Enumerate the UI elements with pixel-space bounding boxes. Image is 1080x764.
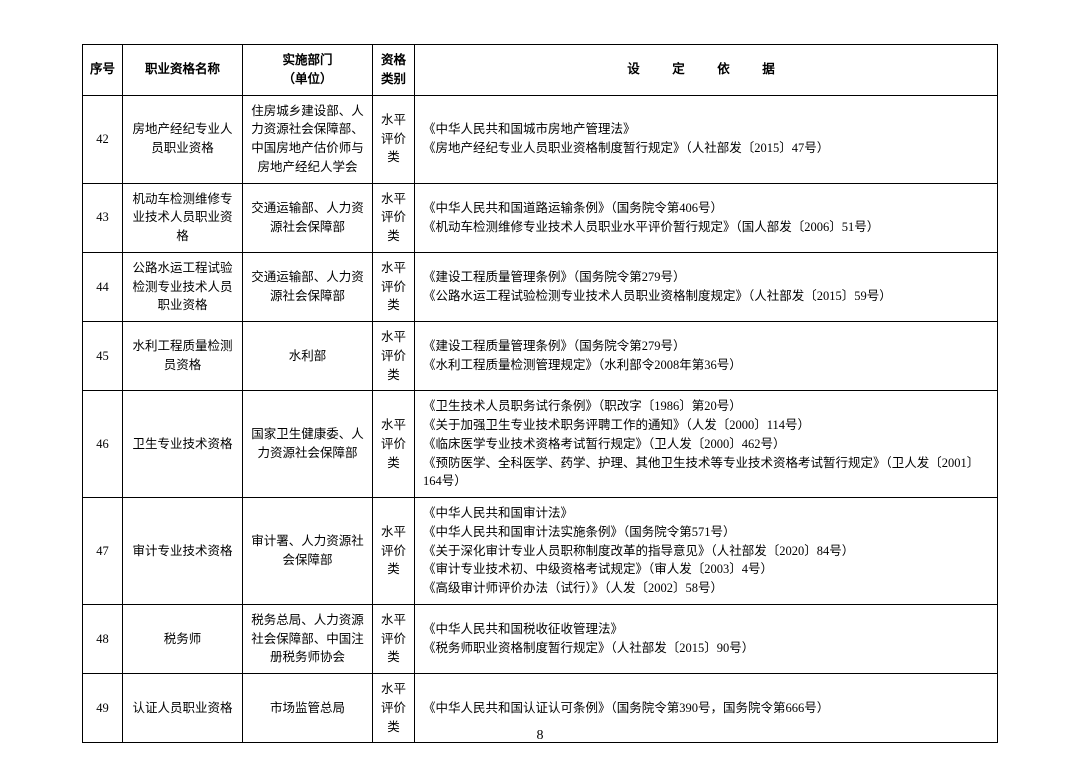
table-body: 42房地产经纪专业人员职业资格住房城乡建设部、人力资源社会保障部、中国房地产估价… (83, 95, 998, 743)
qualification-table: 序号 职业资格名称 实施部门（单位） 资格类别 设 定 依 据 42房地产经纪专… (82, 44, 998, 743)
cell-dept: 交通运输部、人力资源社会保障部 (243, 183, 373, 252)
cell-type: 水平评价类 (373, 391, 415, 498)
table-row: 42房地产经纪专业人员职业资格住房城乡建设部、人力资源社会保障部、中国房地产估价… (83, 95, 998, 183)
cell-dept: 住房城乡建设部、人力资源社会保障部、中国房地产估价师与房地产经纪人学会 (243, 95, 373, 183)
cell-dept: 水利部 (243, 322, 373, 391)
cell-basis: 《中华人民共和国税收征收管理法》《税务师职业资格制度暂行规定》（人社部发〔201… (415, 604, 998, 673)
cell-basis: 《中华人民共和国审计法》《中华人民共和国审计法实施条例》（国务院令第571号）《… (415, 498, 998, 605)
cell-name: 房地产经纪专业人员职业资格 (123, 95, 243, 183)
cell-num: 47 (83, 498, 123, 605)
cell-num: 43 (83, 183, 123, 252)
cell-basis: 《中华人民共和国城市房地产管理法》《房地产经纪专业人员职业资格制度暂行规定》（人… (415, 95, 998, 183)
cell-type: 水平评价类 (373, 604, 415, 673)
cell-type: 水平评价类 (373, 252, 415, 321)
header-type: 资格类别 (373, 45, 415, 96)
table-row: 48税务师税务总局、人力资源社会保障部、中国注册税务师协会水平评价类《中华人民共… (83, 604, 998, 673)
cell-num: 46 (83, 391, 123, 498)
header-dept: 实施部门（单位） (243, 45, 373, 96)
cell-name: 审计专业技术资格 (123, 498, 243, 605)
cell-basis: 《中华人民共和国道路运输条例》（国务院令第406号）《机动车检测维修专业技术人员… (415, 183, 998, 252)
cell-num: 45 (83, 322, 123, 391)
cell-name: 水利工程质量检测员资格 (123, 322, 243, 391)
table-row: 45水利工程质量检测员资格水利部水平评价类《建设工程质量管理条例》（国务院令第2… (83, 322, 998, 391)
cell-dept: 税务总局、人力资源社会保障部、中国注册税务师协会 (243, 604, 373, 673)
table-row: 46卫生专业技术资格国家卫生健康委、人力资源社会保障部水平评价类《卫生技术人员职… (83, 391, 998, 498)
cell-dept: 审计署、人力资源社会保障部 (243, 498, 373, 605)
cell-type: 水平评价类 (373, 498, 415, 605)
header-name: 职业资格名称 (123, 45, 243, 96)
cell-num: 44 (83, 252, 123, 321)
table-row: 43机动车检测维修专业技术人员职业资格交通运输部、人力资源社会保障部水平评价类《… (83, 183, 998, 252)
cell-basis: 《建设工程质量管理条例》（国务院令第279号）《公路水运工程试验检测专业技术人员… (415, 252, 998, 321)
cell-type: 水平评价类 (373, 95, 415, 183)
cell-basis: 《卫生技术人员职务试行条例》（职改字〔1986〕第20号）《关于加强卫生专业技术… (415, 391, 998, 498)
cell-num: 48 (83, 604, 123, 673)
header-num: 序号 (83, 45, 123, 96)
cell-num: 42 (83, 95, 123, 183)
cell-type: 水平评价类 (373, 183, 415, 252)
cell-name: 卫生专业技术资格 (123, 391, 243, 498)
cell-dept: 交通运输部、人力资源社会保障部 (243, 252, 373, 321)
cell-name: 公路水运工程试验检测专业技术人员职业资格 (123, 252, 243, 321)
table-row: 44公路水运工程试验检测专业技术人员职业资格交通运输部、人力资源社会保障部水平评… (83, 252, 998, 321)
cell-name: 税务师 (123, 604, 243, 673)
page-number: 8 (0, 728, 1080, 744)
cell-name: 机动车检测维修专业技术人员职业资格 (123, 183, 243, 252)
table-header: 序号 职业资格名称 实施部门（单位） 资格类别 设 定 依 据 (83, 45, 998, 96)
table-row: 47审计专业技术资格审计署、人力资源社会保障部水平评价类《中华人民共和国审计法》… (83, 498, 998, 605)
cell-dept: 国家卫生健康委、人力资源社会保障部 (243, 391, 373, 498)
cell-basis: 《建设工程质量管理条例》（国务院令第279号）《水利工程质量检测管理规定》（水利… (415, 322, 998, 391)
cell-type: 水平评价类 (373, 322, 415, 391)
header-basis: 设 定 依 据 (415, 45, 998, 96)
